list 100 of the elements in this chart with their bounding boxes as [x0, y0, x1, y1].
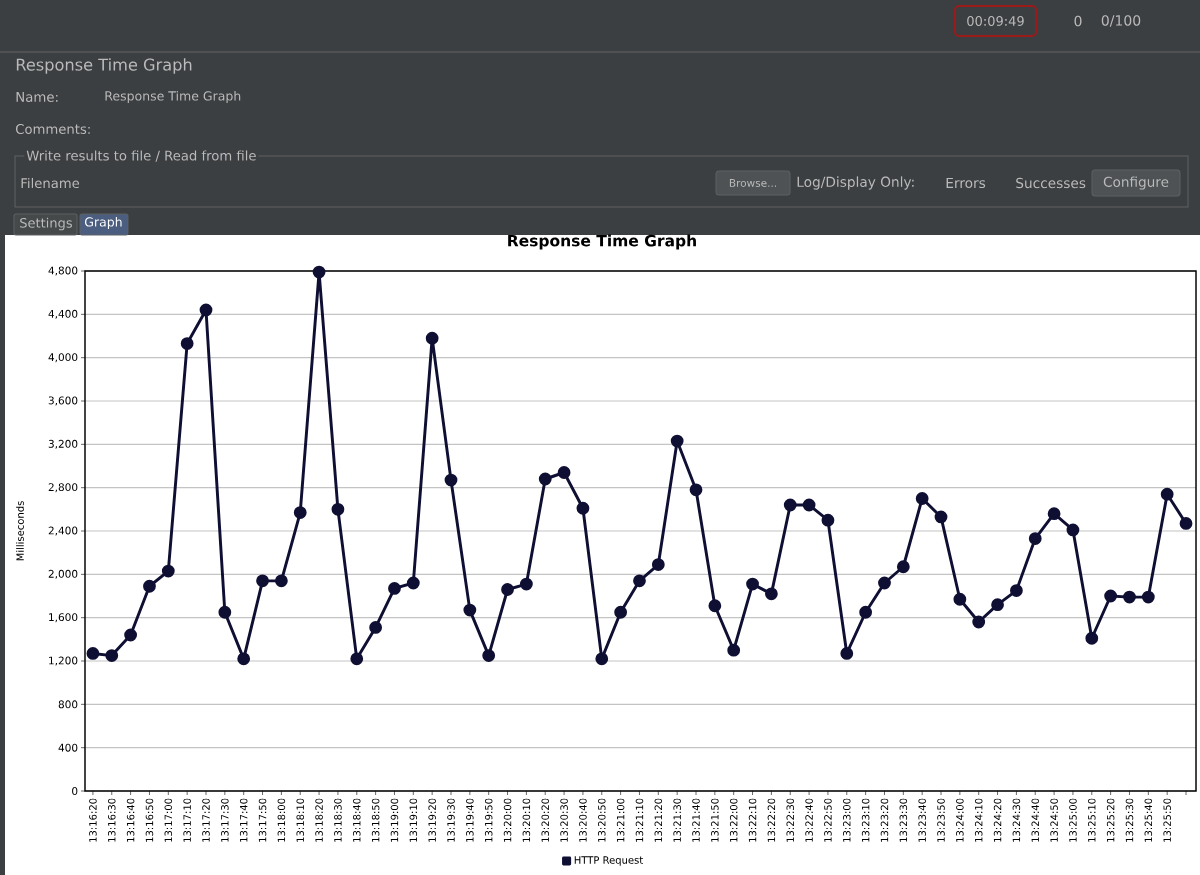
x-tick-label: 13:18:40 — [352, 798, 361, 842]
point — [482, 649, 496, 662]
x-tick-label: 13:20:50 — [597, 798, 606, 842]
y-axis-title: Milliseconds — [16, 501, 24, 561]
y-tick-label: 4,000 — [48, 353, 78, 363]
point — [538, 472, 552, 486]
point — [651, 558, 665, 571]
x-tick-label: 13:24:20 — [993, 798, 1002, 842]
x-tick-label: 13:24:30 — [1012, 798, 1021, 842]
point — [350, 652, 364, 666]
text: Settings — [20, 217, 72, 231]
x-tick-label: 13:19:00 — [390, 798, 399, 842]
x-tick-label: 13:19:20 — [428, 798, 436, 842]
x-tick-label: 13:22:20 — [767, 798, 776, 842]
x-tick-label: 13:17:00 — [164, 798, 173, 842]
x-tick-label: 13:23:10 — [861, 798, 870, 842]
point — [1066, 523, 1080, 537]
point — [237, 652, 251, 666]
point — [388, 582, 401, 595]
point — [896, 560, 910, 574]
point — [840, 647, 854, 660]
point — [1028, 532, 1042, 545]
x-tick-label: 13:23:20 — [880, 798, 889, 842]
point — [633, 574, 646, 588]
point — [143, 579, 156, 593]
point — [878, 576, 891, 590]
y-tick-label: 800 — [58, 700, 78, 709]
y-tick-label: 2,000 — [48, 569, 78, 579]
chart-title: Response Time Graph — [508, 234, 696, 250]
x-tick-label: 13:20:40 — [579, 798, 587, 842]
text: 00:09:49 — [967, 16, 1024, 26]
text: Errors — [946, 177, 986, 189]
y-tick-label: 1,200 — [49, 656, 78, 666]
point — [1179, 517, 1193, 530]
x-tick-label: 13:20:10 — [522, 798, 531, 842]
point — [859, 605, 873, 619]
point — [595, 652, 609, 666]
x-tick-label: 13:21:50 — [711, 798, 719, 842]
point — [689, 483, 703, 497]
point — [312, 265, 326, 279]
x-tick-label: 13:16:30 — [107, 798, 116, 842]
x-tick-label: 13:17:10 — [183, 798, 191, 842]
text: 0/100 — [1101, 15, 1141, 27]
point — [727, 643, 741, 657]
point — [293, 506, 307, 519]
x-tick-label: 13:25:40 — [1144, 798, 1153, 842]
x-tick-label: 13:18:30 — [334, 798, 342, 842]
x-tick-label: 13:18:00 — [277, 798, 286, 842]
x-tick-label: 13:22:40 — [805, 798, 813, 842]
text: Response Time Graph — [16, 58, 192, 74]
point — [991, 598, 1004, 612]
text: Response Time Graph — [105, 90, 241, 104]
y-tick-label: 4,800 — [48, 266, 78, 276]
point — [105, 649, 119, 662]
point — [821, 513, 835, 527]
x-tick-label: 13:23:30 — [899, 798, 908, 842]
x-tick-label: 13:16:20 — [89, 798, 97, 842]
x-tick-label: 13:24:00 — [956, 798, 964, 842]
x-tick-label: 13:22:30 — [786, 798, 795, 842]
point — [218, 605, 232, 619]
point — [915, 492, 929, 505]
text: Filename — [21, 177, 80, 189]
text: Name: — [16, 92, 58, 102]
text: Successes — [1016, 177, 1086, 189]
point — [934, 510, 948, 524]
x-tick-label: 13:16:40 — [126, 798, 135, 842]
x-tick-label: 13:19:30 — [447, 798, 455, 842]
x-tick-label: 13:24:10 — [974, 798, 983, 842]
x-tick-label: 13:25:50 — [1163, 798, 1171, 842]
point — [708, 599, 722, 613]
text: 0 — [1074, 15, 1082, 27]
x-tick-label: 13:25:00 — [1069, 798, 1077, 842]
x-tick-label: 13:22:50 — [824, 798, 832, 842]
point — [274, 574, 288, 588]
x-tick-label: 13:18:50 — [371, 798, 380, 842]
x-tick-label: 13:24:40 — [1031, 798, 1040, 842]
point — [557, 466, 571, 479]
y-tick-label: 4,400 — [48, 309, 78, 319]
x-tick-label: 13:22:00 — [729, 798, 738, 842]
y-tick-label: 400 — [58, 743, 78, 752]
point — [764, 587, 778, 601]
x-tick-label: 13:25:30 — [1125, 798, 1134, 842]
point — [1104, 589, 1118, 603]
x-tick-label: 13:17:20 — [202, 798, 210, 842]
x-tick-label: 13:20:30 — [560, 798, 568, 842]
point — [972, 615, 986, 629]
y-tick-label: 0 — [72, 787, 78, 795]
x-tick-label: 13:21:10 — [635, 798, 644, 842]
x-tick-label: 13:21:40 — [692, 798, 700, 842]
point — [199, 303, 213, 317]
point — [463, 603, 477, 617]
x-tick-label: 13:21:20 — [654, 798, 663, 842]
x-tick-label: 13:22:10 — [748, 798, 757, 842]
y-tick-label: 2,800 — [48, 483, 78, 493]
text: Configure — [1103, 176, 1169, 190]
text: Comments: — [16, 124, 90, 134]
point — [670, 434, 684, 448]
point — [444, 473, 458, 487]
point — [1085, 631, 1099, 645]
point — [331, 502, 345, 516]
